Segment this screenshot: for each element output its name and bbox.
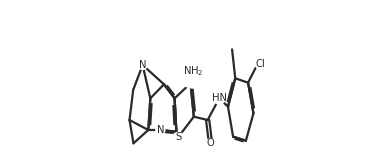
Text: HN: HN: [212, 93, 227, 103]
Circle shape: [255, 59, 265, 69]
Text: N: N: [157, 125, 164, 135]
Circle shape: [138, 60, 147, 69]
Text: S: S: [176, 132, 181, 142]
Text: Cl: Cl: [255, 59, 265, 69]
Circle shape: [214, 93, 225, 104]
Text: NH$_2$: NH$_2$: [183, 64, 203, 78]
Circle shape: [174, 132, 183, 141]
Text: O: O: [207, 138, 214, 148]
Circle shape: [156, 126, 165, 134]
Text: N: N: [139, 60, 146, 70]
Circle shape: [206, 139, 215, 148]
Circle shape: [176, 53, 211, 88]
